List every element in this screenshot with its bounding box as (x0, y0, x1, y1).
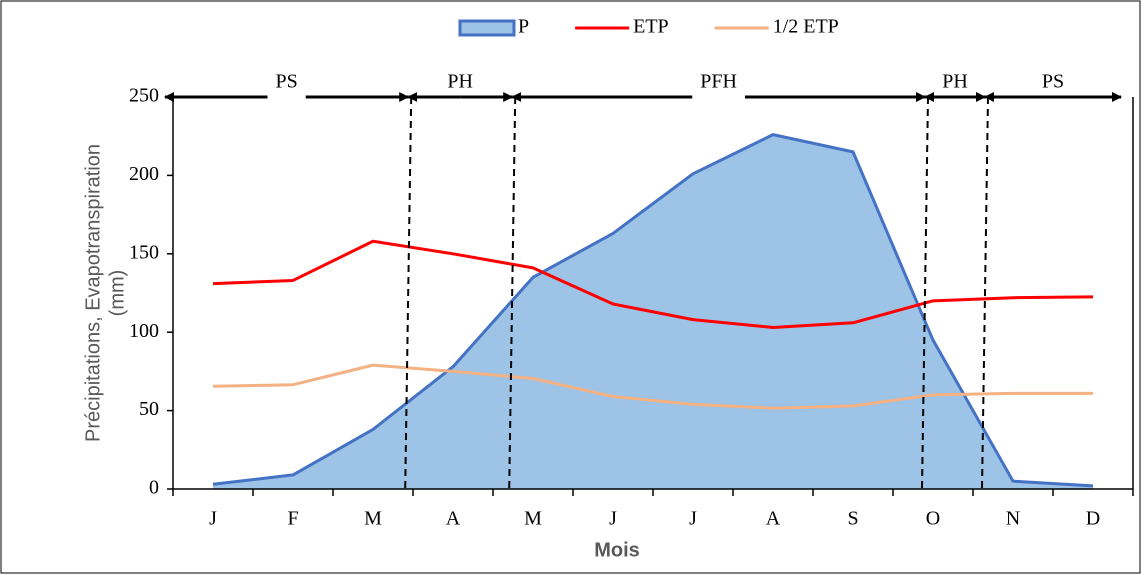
line (212, 363, 1093, 410)
line (212, 239, 1094, 329)
y-axis-label-line: Précipitations, Evapotranspiration (82, 144, 104, 442)
x-tick-label: M (524, 508, 542, 530)
period-label: PH (447, 71, 473, 93)
period-boundary (404, 96, 413, 490)
x-tick-label: J (689, 508, 697, 530)
x-tick-label: J (209, 508, 217, 530)
x-tick-label: S (847, 508, 858, 530)
x-tick-label: O (926, 508, 940, 530)
period-boundary (921, 96, 929, 490)
y-axis-label-line: (mm) (106, 270, 128, 317)
y-tick-label: 50 (139, 398, 159, 420)
period-label-bg (692, 93, 745, 101)
period-label: PS (1042, 71, 1064, 93)
period-boundary (508, 96, 517, 490)
period-label: PH (942, 71, 968, 93)
x-tick-label: N (1006, 508, 1020, 530)
legend: P ETP 1/2 ETP (458, 16, 839, 38)
x-tick-label: A (446, 508, 461, 530)
legend-label: 1/2 ETP (773, 16, 839, 38)
legend-label: P (518, 16, 529, 38)
period-boundary (981, 96, 989, 490)
period-label: PFH (700, 71, 737, 93)
period-label-bg (267, 93, 306, 101)
x-tick-label: M (364, 508, 382, 530)
legend-label: ETP (633, 16, 669, 38)
y-tick-label: 150 (129, 241, 159, 263)
legend-swatch (458, 19, 516, 37)
y-tick-label: 0 (149, 477, 159, 499)
area-outline (212, 133, 1094, 488)
x-tick-label: A (766, 508, 781, 530)
y-tick-label: 100 (129, 320, 159, 342)
x-tick-label: J (609, 508, 617, 530)
y-tick-label: 200 (129, 163, 159, 185)
x-tick-label: F (287, 508, 298, 530)
x-axis-label: Mois (594, 539, 640, 561)
y-axis-label: Précipitations, Evapotranspiration (mm) (82, 144, 128, 442)
x-tick-label: D (1086, 508, 1100, 530)
period-label: PS (275, 71, 297, 93)
y-tick-label: 250 (129, 85, 159, 107)
